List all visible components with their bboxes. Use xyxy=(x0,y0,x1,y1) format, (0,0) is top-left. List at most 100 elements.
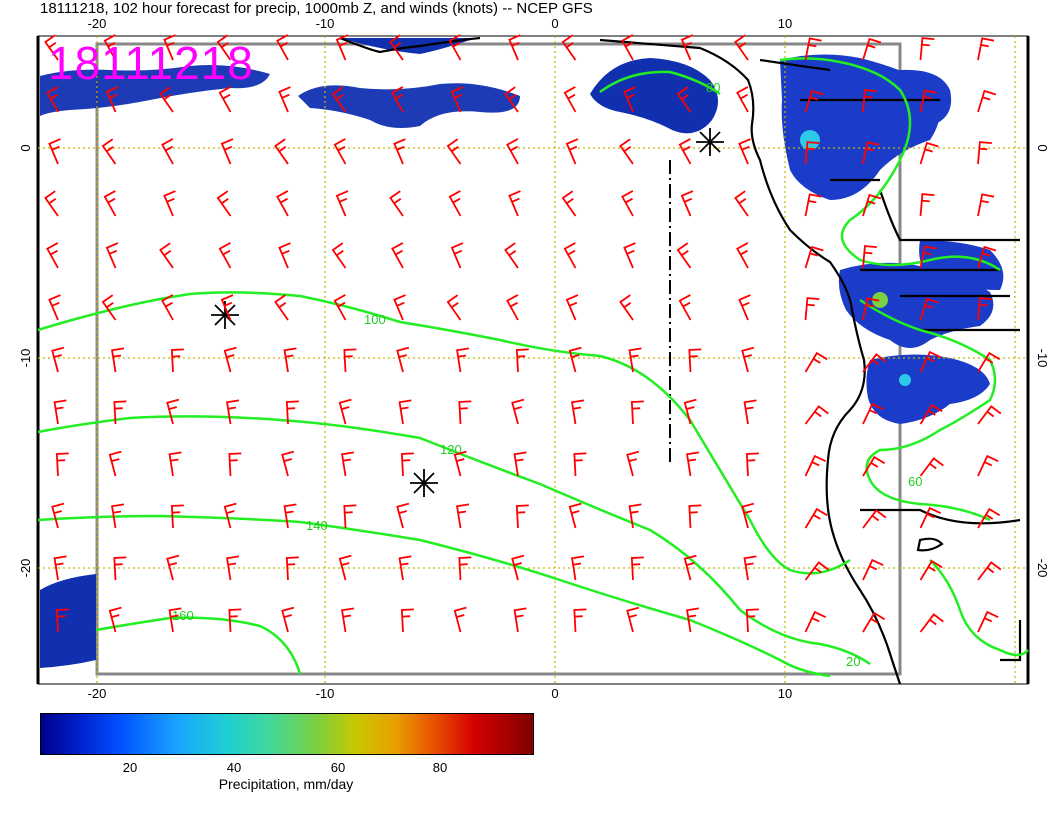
colorbar-tick-40: 40 xyxy=(226,760,242,775)
wind-barb xyxy=(804,351,828,373)
wind-barb xyxy=(220,138,234,165)
wind-barb xyxy=(333,138,347,165)
wind-barb xyxy=(736,242,749,269)
wind-barb xyxy=(44,190,59,217)
wind-barb xyxy=(108,606,122,633)
contour-coast-b xyxy=(859,298,997,522)
wind-barb xyxy=(919,37,935,61)
contour-label-140: 140 xyxy=(306,518,328,533)
wind-barb xyxy=(101,138,117,165)
colorbar-label: Precipitation, mm/day xyxy=(218,776,354,792)
wind-barb xyxy=(508,190,521,217)
wind-barb xyxy=(105,242,119,269)
wind-barb xyxy=(341,607,355,633)
wind-barb xyxy=(565,138,579,165)
wind-barb xyxy=(450,242,464,269)
wind-barb xyxy=(977,37,995,61)
wind-barb xyxy=(862,245,877,269)
wind-barb xyxy=(804,89,824,113)
wind-barb xyxy=(456,503,470,529)
wind-barb xyxy=(113,400,127,425)
wind-barb xyxy=(48,138,61,165)
wind-barb xyxy=(745,608,759,633)
wind-barb xyxy=(453,606,467,633)
wind-barb xyxy=(53,399,67,425)
wind-barb xyxy=(626,606,640,633)
lat-label-right-3: -20 xyxy=(1035,559,1050,578)
wind-barb xyxy=(223,502,237,529)
wind-barb xyxy=(216,190,232,217)
wind-barb xyxy=(343,348,357,373)
wind-barb xyxy=(561,34,577,61)
wind-barb xyxy=(571,555,585,581)
wind-barb xyxy=(977,193,995,217)
wind-barb xyxy=(676,242,692,269)
wind-barb xyxy=(919,89,937,113)
wind-barb xyxy=(170,348,184,373)
wind-barb xyxy=(862,509,887,529)
coastlines xyxy=(339,36,1022,685)
wind-barb xyxy=(919,457,944,477)
wind-barb xyxy=(159,242,174,269)
wind-barb xyxy=(389,190,404,217)
wind-barb xyxy=(48,294,61,321)
wind-barb xyxy=(55,452,69,477)
colorbar-tick-80: 80 xyxy=(432,760,448,775)
wind-barb xyxy=(335,190,349,217)
wind-barb xyxy=(226,399,240,425)
wind-barb xyxy=(628,503,642,529)
wind-barb xyxy=(163,190,176,217)
wind-barb xyxy=(331,242,347,269)
wind-barb xyxy=(977,351,1001,373)
wind-barb xyxy=(568,502,582,529)
wind-barb xyxy=(688,504,702,529)
wind-barb xyxy=(274,138,289,165)
wind-barb xyxy=(218,86,232,113)
lon-label-bottom-3: 0 xyxy=(551,686,558,700)
wind-barb xyxy=(216,34,232,61)
wind-barbs xyxy=(44,34,1002,633)
colorbar-tick-20: 20 xyxy=(122,760,138,775)
wind-barb xyxy=(626,450,640,477)
wind-barb xyxy=(977,89,997,113)
wind-barb xyxy=(400,452,414,477)
marker-asterisk-2 xyxy=(410,469,438,497)
lon-label-top-1: -20 xyxy=(88,16,107,31)
wind-barb xyxy=(676,86,692,113)
wind-barb xyxy=(515,348,529,373)
wind-barb xyxy=(168,451,182,477)
wind-barb xyxy=(53,555,67,581)
wind-barb xyxy=(919,245,937,269)
wind-barb xyxy=(333,294,347,321)
precip-patch-nw xyxy=(298,83,520,128)
wind-barb xyxy=(393,294,406,321)
wind-barb xyxy=(396,502,410,529)
lon-label-bottom-4: 10 xyxy=(778,686,792,700)
storm-markers xyxy=(211,128,724,497)
wind-barb xyxy=(919,403,943,425)
wind-barb xyxy=(688,348,702,373)
wind-barb xyxy=(680,34,694,61)
wind-barb xyxy=(804,245,824,269)
wind-barb xyxy=(398,399,412,425)
lon-label-top-2: -10 xyxy=(316,16,335,31)
contour-coast-c xyxy=(929,559,1029,657)
wind-barb xyxy=(166,554,180,581)
wind-barb xyxy=(281,606,295,633)
wind-barb xyxy=(745,452,759,477)
height-contours xyxy=(37,57,1029,678)
wind-barb xyxy=(331,86,347,113)
wind-barb xyxy=(743,399,757,425)
wind-barb xyxy=(683,398,697,425)
wind-barb xyxy=(862,193,882,217)
wind-barb xyxy=(977,297,992,321)
wind-barb xyxy=(862,141,880,165)
wind-barb xyxy=(630,556,644,581)
wind-barb xyxy=(804,507,828,529)
wind-barb xyxy=(804,610,827,633)
wind-barb xyxy=(977,405,1002,425)
contour-160 xyxy=(95,616,302,675)
wind-barb xyxy=(396,346,410,373)
inner-domain-box xyxy=(95,42,902,676)
wind-barb xyxy=(862,402,884,425)
